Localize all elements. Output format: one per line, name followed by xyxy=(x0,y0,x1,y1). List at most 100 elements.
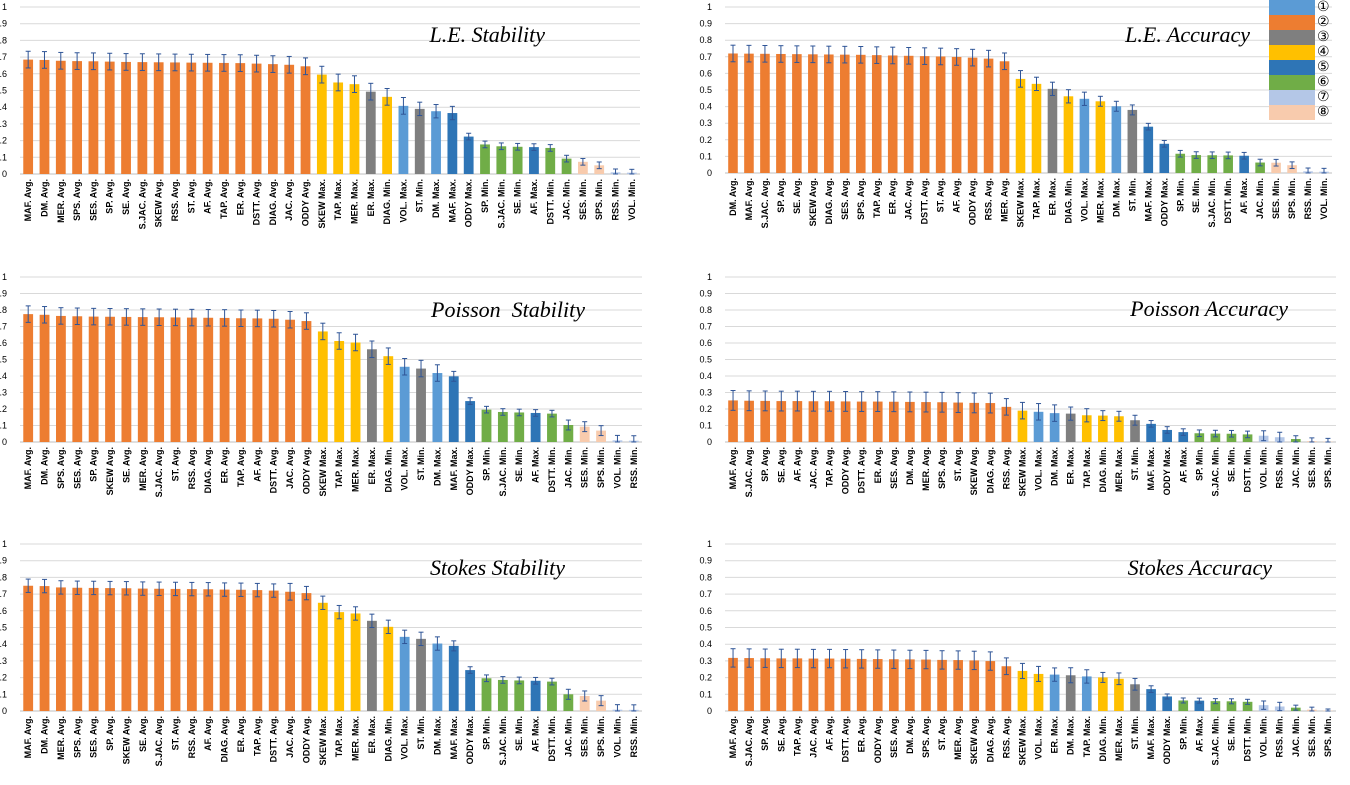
y-tick-label: 0.8 xyxy=(699,35,712,45)
bar xyxy=(284,64,295,174)
x-tick-label: TAP. Avg. xyxy=(219,179,229,219)
x-tick-label: VOL. Min. xyxy=(612,447,622,489)
x-tick-label: DM. Avg. xyxy=(905,716,915,754)
x-tick-label: ODDY Avg. xyxy=(968,178,978,225)
bar xyxy=(1146,689,1156,711)
x-tick-label: VOL. Min. xyxy=(1319,178,1329,220)
x-tick-label: VOL. Max. xyxy=(400,447,410,491)
x-tick-label: ER. Avg. xyxy=(857,716,867,752)
x-tick-label: ST. Min. xyxy=(1130,447,1140,481)
bar xyxy=(1162,696,1172,711)
legend-swatch xyxy=(1269,30,1315,45)
bar xyxy=(137,588,148,711)
y-tick-label: 0.9 xyxy=(0,19,7,29)
x-tick-label: MAF. Avg. xyxy=(23,716,33,758)
x-tick-label: DM. Avg. xyxy=(40,716,50,754)
bar xyxy=(236,589,246,711)
bar xyxy=(497,679,508,711)
x-tick-label: SES. Avg. xyxy=(88,179,98,221)
x-tick-label: VOL. Max. xyxy=(1034,716,1044,760)
y-tick-label: 0.9 xyxy=(699,556,712,566)
bar xyxy=(416,638,426,711)
x-tick-label: DM. Avg. xyxy=(39,179,49,217)
legend-item: ⑥ xyxy=(1267,74,1350,90)
legend-label: ① xyxy=(1317,0,1330,15)
bar xyxy=(23,585,34,711)
x-tick-label: RSS. Min. xyxy=(1275,716,1285,758)
x-tick-label: MAF. Max. xyxy=(449,716,459,760)
x-tick-label: DIAG. Min. xyxy=(382,179,392,225)
bar xyxy=(969,660,980,711)
x-tick-label: SPS. Min. xyxy=(1323,447,1333,488)
chart-svg: 0 0.1 0.2 0.3 0.4 0.5 0.6 0.7 0.8 0.9 1 MAF. Avg. DM… xyxy=(0,272,642,497)
x-tick-label: VOL. Min. xyxy=(1259,447,1269,489)
x-tick-label: DSTT. Avg. xyxy=(920,178,930,224)
bar xyxy=(840,658,851,711)
bar xyxy=(579,426,590,442)
x-tick-label: ODDY Avg. xyxy=(301,179,311,226)
x-tick-label: SE. Min. xyxy=(514,447,524,482)
y-tick-label: 1 xyxy=(707,272,712,282)
bar xyxy=(383,626,394,711)
bar xyxy=(512,146,523,174)
x-tick-label: MAF. Max. xyxy=(1146,447,1156,491)
bar xyxy=(1178,700,1189,711)
bar xyxy=(300,66,311,174)
bar xyxy=(317,602,328,711)
legend-item: ⑤ xyxy=(1267,59,1350,75)
y-tick-label: 0.2 xyxy=(0,673,7,683)
chart-le-stability: 0 0.1 0.2 0.3 0.4 0.5 0.6 0.7 0.8 0.9 1 MAF. Avg. DM… xyxy=(0,0,660,262)
x-tick-label: VOL. Max. xyxy=(1034,447,1044,491)
bar xyxy=(121,316,132,442)
x-tick-label: SES. Min. xyxy=(1271,178,1281,219)
bar xyxy=(39,586,50,711)
x-tick-label: SPS. Avg. xyxy=(921,716,931,758)
x-tick-label: SE. Min. xyxy=(1191,178,1201,213)
x-tick-label: SKEW Avg. xyxy=(154,179,164,227)
y-tick-label: 0.9 xyxy=(699,289,712,299)
bar xyxy=(88,587,99,711)
bar xyxy=(154,588,165,711)
legend-label: ⑦ xyxy=(1317,89,1330,105)
y-tick-label: 0.1 xyxy=(0,689,7,699)
x-tick-label: SE. Avg. xyxy=(121,179,131,215)
y-tick-label: 0.4 xyxy=(0,371,7,381)
x-tick-label: SP. Avg. xyxy=(776,178,786,213)
bar xyxy=(1146,423,1156,442)
bar xyxy=(792,401,803,442)
legend-label: ⑥ xyxy=(1317,74,1330,90)
x-tick-label: AF. Avg. xyxy=(203,179,213,214)
y-tick-label: 1 xyxy=(707,2,712,12)
bar xyxy=(1095,101,1106,173)
y-tick-label: 0.9 xyxy=(699,19,712,29)
bar xyxy=(56,587,66,711)
x-tick-label: JAC. Min. xyxy=(1291,447,1301,488)
y-tick-label: 0 xyxy=(707,437,712,447)
bar xyxy=(953,402,963,442)
x-tick-label: SE. Min. xyxy=(513,179,523,214)
x-tick-label: ST. Avg. xyxy=(186,179,196,213)
bar xyxy=(824,54,834,174)
x-tick-label: SE. Min. xyxy=(514,716,524,751)
bar xyxy=(1127,109,1138,173)
x-tick-label: JAC. Avg. xyxy=(285,447,295,489)
x-tick-label: RSS. Avg. xyxy=(187,447,197,489)
bar xyxy=(1081,415,1092,442)
bar xyxy=(219,62,229,174)
x-tick-label: DIAG. Min. xyxy=(1063,178,1073,224)
bar xyxy=(1178,432,1189,442)
bar xyxy=(121,61,131,174)
y-tick-label: 0.3 xyxy=(0,388,7,398)
bar xyxy=(154,317,165,442)
x-tick-label: SPS. Min. xyxy=(596,447,606,488)
bar xyxy=(728,400,738,442)
x-tick-label: SE. Avg. xyxy=(138,716,148,752)
chart-title: Stokes Stability xyxy=(430,555,565,580)
x-tick-label: MAF. Max. xyxy=(1146,716,1156,760)
x-tick-label: SP. Min. xyxy=(482,447,492,481)
y-tick-label: 0.9 xyxy=(0,289,7,299)
x-tick-label: JAC. Avg. xyxy=(808,716,818,758)
bar xyxy=(1207,155,1217,173)
x-tick-label: TAP. Max. xyxy=(1031,178,1041,219)
bar xyxy=(887,55,898,173)
